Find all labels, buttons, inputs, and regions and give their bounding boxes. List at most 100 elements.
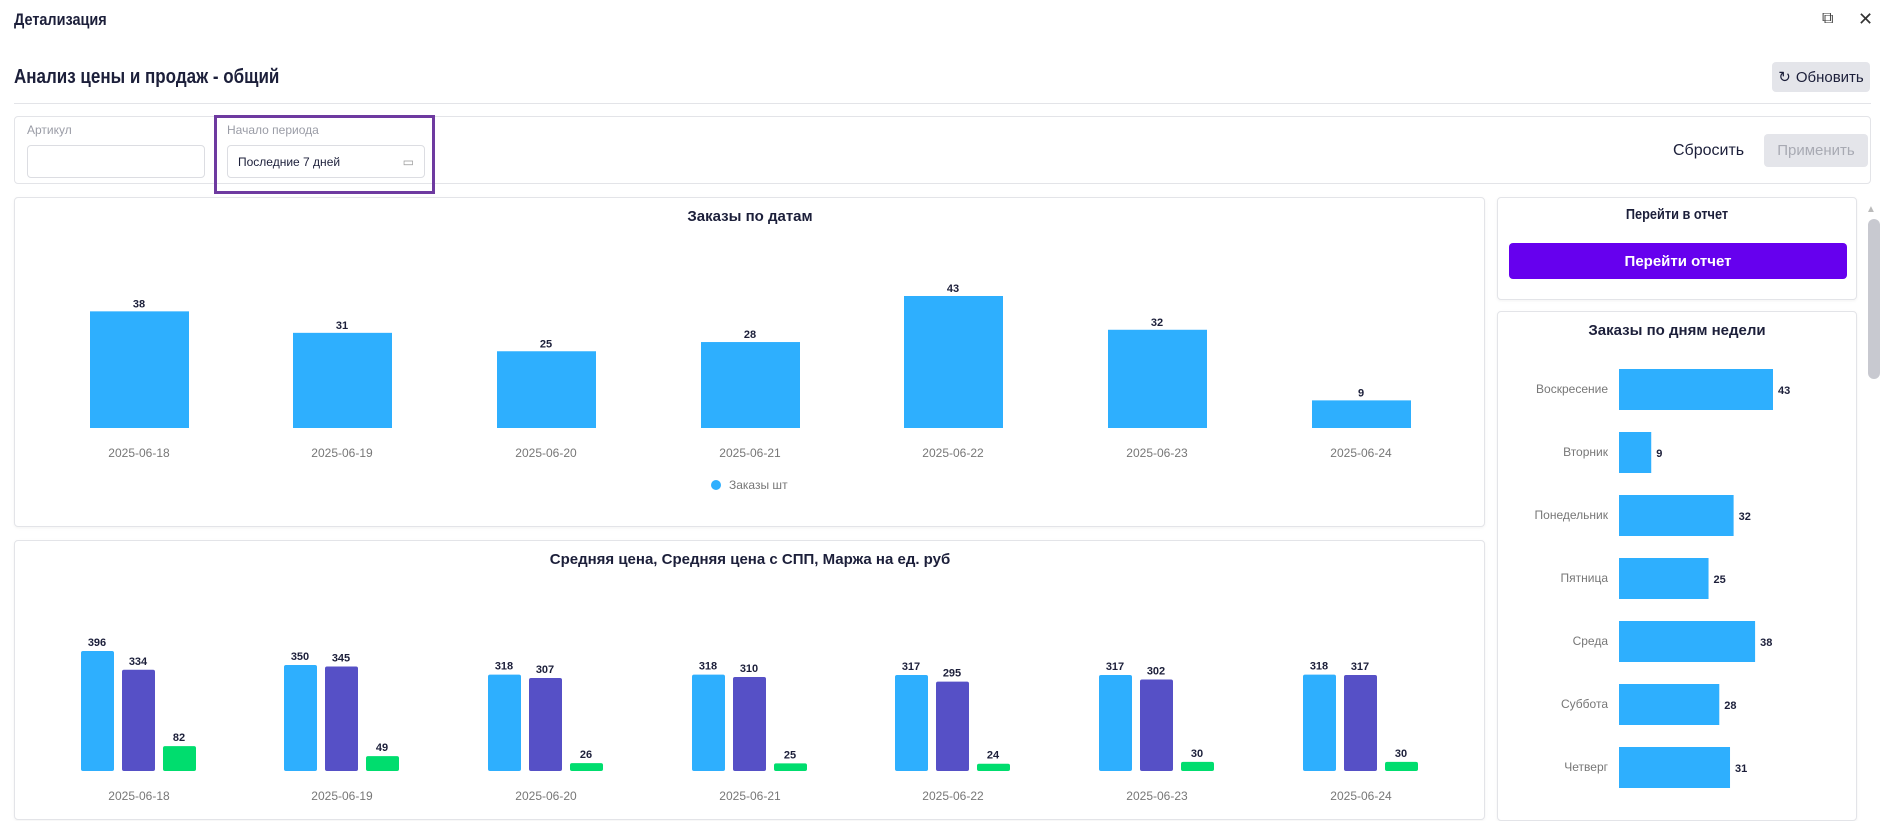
apply-button[interactable]: Применить	[1764, 134, 1868, 167]
go-to-report-button[interactable]: Перейти отчет	[1509, 243, 1847, 279]
bar	[774, 763, 807, 771]
bar	[1619, 558, 1709, 599]
x-tick-label: 2025-06-21	[719, 446, 781, 460]
y-tick-label: Среда	[1573, 634, 1609, 648]
x-tick-label: 2025-06-22	[922, 789, 984, 803]
bar	[497, 351, 596, 428]
y-tick-label: Пятница	[1561, 571, 1609, 585]
data-label: 307	[536, 664, 554, 676]
bar	[163, 746, 196, 771]
bar	[488, 674, 521, 771]
x-tick-label: 2025-06-18	[108, 446, 170, 460]
data-label: 318	[495, 661, 513, 673]
data-label: 350	[291, 651, 309, 663]
period-date-picker[interactable]: Последние 7 дней ▭	[227, 145, 425, 178]
bar	[1385, 761, 1418, 771]
bar	[81, 651, 114, 771]
bar	[1619, 621, 1756, 662]
bar	[122, 669, 155, 771]
data-label: 334	[129, 656, 148, 668]
scrollbar-thumb[interactable]	[1868, 219, 1880, 379]
legend-label: Заказы шт	[729, 478, 788, 492]
data-label: 317	[1106, 661, 1124, 673]
data-label: 28	[1724, 700, 1736, 712]
data-label: 38	[1760, 637, 1772, 649]
data-label: 318	[1310, 661, 1328, 673]
refresh-label: Обновить	[1795, 68, 1864, 86]
bar	[325, 666, 358, 771]
article-label: Артикул	[27, 123, 72, 137]
highlight-frame	[214, 115, 435, 194]
y-tick-label: Четверг	[1564, 760, 1608, 774]
report-title: Перейти в отчет	[1625, 206, 1729, 223]
x-tick-label: 2025-06-24	[1330, 446, 1392, 460]
article-input[interactable]	[27, 145, 205, 178]
bar	[1303, 674, 1336, 771]
bar	[570, 763, 603, 771]
bar	[284, 664, 317, 771]
scroll-up-arrow[interactable]: ▲	[1866, 204, 1876, 215]
x-tick-label: 2025-06-24	[1330, 789, 1392, 803]
data-label: 49	[376, 742, 388, 754]
data-label: 25	[784, 749, 796, 761]
page-title: Анализ цены и продаж - общий	[14, 66, 280, 88]
data-label: 26	[580, 749, 592, 761]
period-label: Начало периода	[227, 123, 319, 137]
bar	[1619, 432, 1652, 473]
y-tick-label: Суббота	[1561, 697, 1608, 711]
bar	[1140, 679, 1173, 771]
data-label: 25	[540, 338, 552, 350]
x-tick-label: 2025-06-18	[108, 789, 170, 803]
data-label: 38	[133, 298, 145, 310]
bar	[1619, 684, 1720, 725]
data-label: 310	[740, 663, 758, 675]
data-label: 30	[1191, 748, 1203, 760]
bar	[733, 677, 766, 771]
data-label: 345	[332, 652, 350, 664]
data-label: 24	[987, 750, 1000, 762]
bar	[701, 342, 800, 428]
bar	[1108, 329, 1207, 428]
data-label: 31	[1735, 763, 1747, 775]
minimize-window-icon[interactable]: ⧉	[1822, 10, 1834, 27]
calendar-icon: ▭	[402, 154, 414, 169]
y-tick-label: Воскресение	[1536, 382, 1608, 396]
chart-title: Заказы по дням недели	[1588, 322, 1765, 339]
bar	[90, 311, 189, 428]
close-icon[interactable]: ✕	[1858, 9, 1874, 29]
window-title: Детализация	[14, 10, 107, 29]
filter-panel	[14, 116, 1871, 184]
legend-marker	[711, 480, 721, 490]
data-label: 28	[744, 329, 756, 341]
y-tick-label: Понедельник	[1535, 508, 1609, 522]
bar	[692, 674, 725, 771]
data-label: 318	[699, 661, 717, 673]
x-tick-label: 2025-06-21	[719, 789, 781, 803]
x-tick-label: 2025-06-20	[515, 446, 577, 460]
data-label: 43	[1778, 385, 1790, 397]
bar	[977, 763, 1010, 771]
data-label: 317	[1351, 661, 1369, 673]
refresh-button[interactable]: ↻ Обновить	[1772, 62, 1870, 92]
bar	[1619, 495, 1734, 536]
bar	[1181, 761, 1214, 771]
x-tick-label: 2025-06-20	[515, 789, 577, 803]
chart-title: Заказы по датам	[687, 208, 812, 225]
data-label: 30	[1395, 748, 1407, 760]
bar	[1344, 674, 1377, 771]
x-tick-label: 2025-06-19	[311, 446, 373, 460]
period-value: Последние 7 дней	[238, 154, 341, 169]
data-label: 295	[943, 668, 961, 680]
bar	[366, 756, 399, 771]
refresh-icon: ↻	[1778, 69, 1791, 86]
data-label: 9	[1358, 387, 1364, 399]
x-tick-label: 2025-06-23	[1126, 789, 1188, 803]
data-label: 43	[947, 283, 959, 295]
reset-button[interactable]: Сбросить	[1673, 142, 1745, 159]
x-tick-label: 2025-06-23	[1126, 446, 1188, 460]
divider	[14, 103, 1871, 104]
bar	[1312, 400, 1411, 428]
x-tick-label: 2025-06-22	[922, 446, 984, 460]
data-label: 31	[336, 320, 348, 332]
